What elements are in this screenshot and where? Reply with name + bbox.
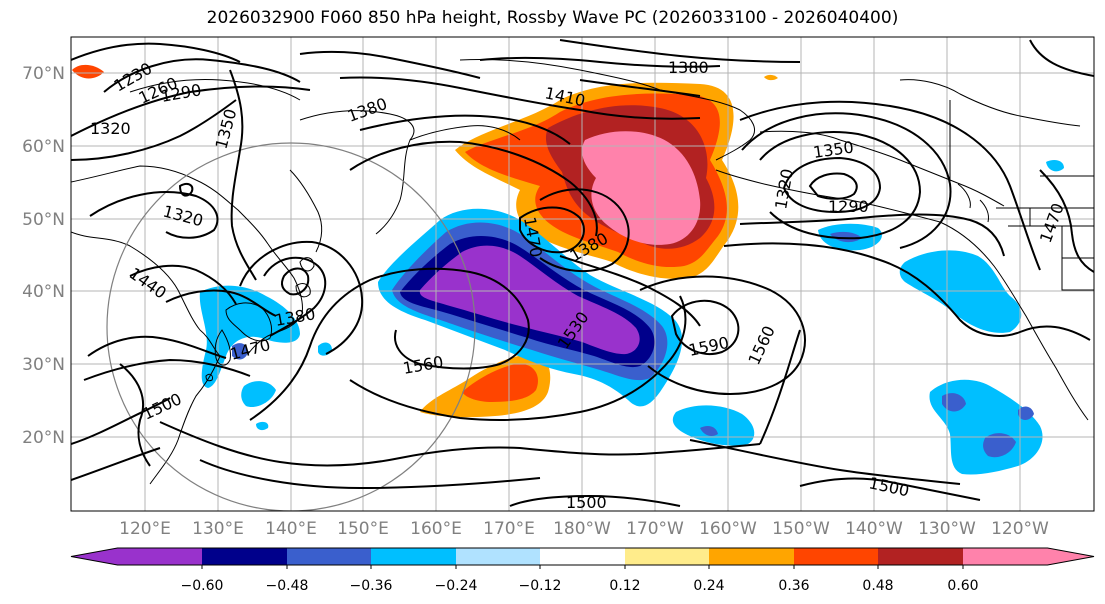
lat-label-60n: 60°N (22, 137, 65, 157)
colorbar-segment (202, 548, 287, 565)
map-frame (70, 36, 1095, 512)
contour-label: 1320 (90, 119, 131, 138)
colorbar-tick-label: 0.24 (693, 578, 724, 594)
colorbar-segment (456, 548, 540, 565)
colorbar-tick-label: 0.36 (778, 578, 809, 594)
lon-label: 150°E (337, 519, 389, 539)
lon-label: 180°W (553, 519, 611, 539)
lon-label: 120°W (991, 519, 1049, 539)
contour-label: 1380 (668, 58, 709, 77)
colorbar-segment (878, 548, 963, 565)
colorbar-tick-labels: −0.60 −0.48 −0.36 −0.24 −0.12 0.12 0.24 … (181, 578, 979, 594)
colorbar-tick-label: −0.48 (266, 578, 309, 594)
colorbar-segment (287, 548, 371, 565)
lon-label: 160°W (699, 519, 757, 539)
colorbar-segment (117, 548, 202, 565)
colorbar-tick-label: 0.48 (862, 578, 893, 594)
colorbar: −0.60 −0.48 −0.36 −0.24 −0.12 0.12 0.24 … (70, 547, 1095, 594)
lon-label: 170°E (483, 519, 535, 539)
lat-label-40n: 40°N (22, 282, 65, 302)
colorbar-tick-label: −0.60 (181, 578, 224, 594)
lon-label: 140°W (845, 519, 903, 539)
height-contours (71, 39, 1094, 507)
positive-anomaly-region (72, 64, 778, 418)
colorbar-segment (709, 548, 794, 565)
colorbar-tick-label: 0.60 (947, 578, 978, 594)
colorbar-extend-max (1047, 548, 1094, 565)
lon-label: 160°E (410, 519, 462, 539)
colorbar-tick-label: 0.12 (609, 578, 640, 594)
lon-label: 130°W (918, 519, 976, 539)
lon-label: 170°W (626, 519, 684, 539)
colorbar-segment (371, 548, 456, 565)
source-region-circle (106, 142, 476, 511)
lat-label-20n: 20°N (22, 428, 65, 448)
colorbar-segments (70, 547, 1095, 566)
map-panel: 1230 1260 1290 1320 1350 1380 1320 1440 … (71, 37, 1094, 512)
colorbar-tick-label: −0.24 (435, 578, 478, 594)
colorbar-segment (794, 548, 878, 565)
lon-label: 120°E (119, 519, 171, 539)
colorbar-outline (70, 547, 1095, 566)
colorbar-segment (625, 548, 709, 565)
contour-label: 1290 (828, 197, 869, 216)
lon-label: 130°E (192, 519, 244, 539)
latitude-axis: 70°N 60°N 50°N 40°N 30°N 20°N (22, 64, 65, 448)
colorbar-extend-min-tip (71, 548, 118, 565)
lon-label: 140°E (265, 519, 317, 539)
lat-label-70n: 70°N (22, 64, 65, 84)
lat-label-50n: 50°N (22, 210, 65, 230)
colorbar-tick-label: −0.12 (519, 578, 562, 594)
colorbar-ticks (201, 565, 964, 569)
colorbar-tick-label: −0.36 (350, 578, 393, 594)
lon-label: 150°W (772, 519, 830, 539)
longitude-axis: 120°E 130°E 140°E 150°E 160°E 170°E 180°… (119, 519, 1049, 539)
colorbar-segment (540, 548, 625, 565)
colorbar-segment (963, 548, 1048, 565)
lat-label-30n: 30°N (22, 355, 65, 375)
contour-label: 1500 (566, 493, 607, 512)
coastlines (71, 58, 1094, 485)
map-title: 2026032900 F060 850 hPa height, Rossby W… (206, 8, 899, 28)
